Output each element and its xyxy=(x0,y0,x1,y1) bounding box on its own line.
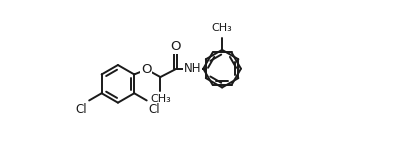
Text: O: O xyxy=(170,40,181,53)
Text: O: O xyxy=(141,63,151,76)
Text: CH₃: CH₃ xyxy=(212,23,232,33)
Text: NH: NH xyxy=(184,62,201,75)
Text: Cl: Cl xyxy=(148,103,160,116)
Text: CH₃: CH₃ xyxy=(150,94,171,104)
Text: Cl: Cl xyxy=(76,103,87,116)
